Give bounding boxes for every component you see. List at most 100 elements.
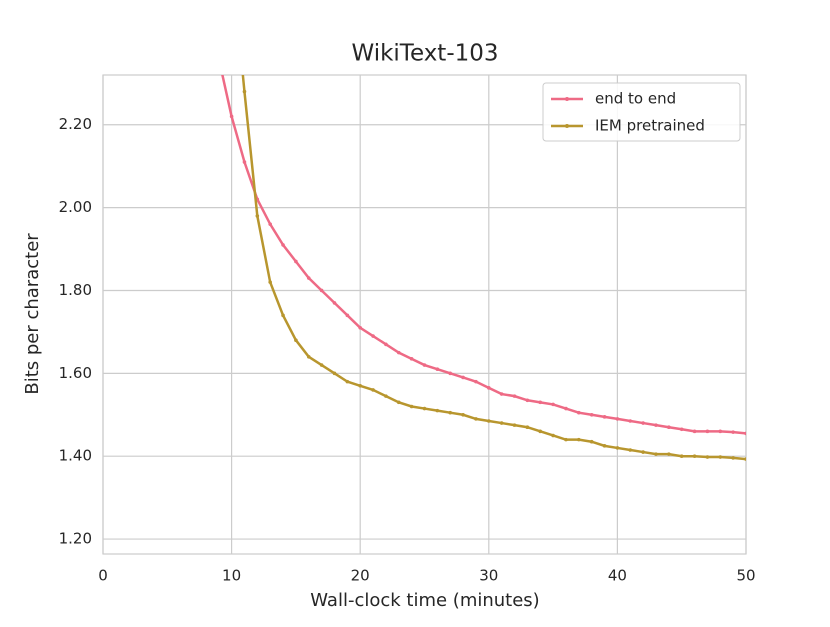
y-tick-label: 1.80 <box>59 281 92 299</box>
legend-label: end to end <box>595 90 676 108</box>
point <box>731 456 735 460</box>
point <box>628 419 633 423</box>
point <box>679 454 684 459</box>
point <box>422 406 427 411</box>
chart-title: WikiText-103 <box>351 41 498 67</box>
point <box>268 222 272 226</box>
point <box>384 394 388 398</box>
point <box>705 455 710 459</box>
point <box>396 350 401 355</box>
point <box>474 379 478 384</box>
point <box>525 398 530 403</box>
point <box>474 417 478 421</box>
point <box>294 259 298 264</box>
point <box>538 429 543 434</box>
point <box>551 402 555 407</box>
point <box>409 357 414 361</box>
point <box>345 379 350 384</box>
point <box>332 371 337 376</box>
line <box>221 75 746 435</box>
point <box>692 454 697 459</box>
legend-label: IEM pretrained <box>595 117 705 135</box>
point <box>396 400 401 405</box>
point <box>487 419 491 423</box>
plot-frame <box>102 74 747 555</box>
point <box>448 410 453 415</box>
point <box>602 415 607 419</box>
point <box>461 375 465 380</box>
point <box>512 423 517 427</box>
y-tick-label: 1.20 <box>59 530 92 548</box>
point <box>577 410 581 415</box>
legend: end to end IEM pretrained <box>542 82 741 142</box>
x-tick-label: 50 <box>736 567 755 585</box>
point <box>615 417 620 421</box>
point <box>461 412 465 417</box>
point <box>319 288 324 293</box>
plot-area <box>217 57 746 461</box>
point <box>499 421 504 425</box>
x-tick-label: 0 <box>98 567 108 585</box>
point <box>641 421 645 425</box>
point <box>358 325 363 330</box>
point <box>718 429 723 434</box>
point <box>744 457 746 461</box>
point <box>744 431 746 436</box>
point <box>667 425 671 430</box>
x-tick-label: 40 <box>608 567 627 585</box>
x-axis-label: Wall-clock time (minutes) <box>310 590 539 611</box>
point <box>667 452 671 456</box>
point <box>641 450 645 454</box>
x-tick-label: 20 <box>351 567 370 585</box>
point <box>371 334 375 338</box>
y-tick-label: 2.20 <box>59 115 92 133</box>
legend-marker <box>565 97 569 101</box>
point <box>229 114 234 119</box>
point <box>602 444 607 448</box>
point <box>654 452 658 456</box>
point <box>564 406 568 411</box>
point <box>332 301 337 305</box>
point <box>487 386 491 390</box>
point <box>281 243 285 247</box>
point <box>268 280 272 284</box>
point <box>705 429 710 434</box>
point <box>435 408 440 413</box>
point <box>512 394 517 398</box>
point <box>384 342 388 347</box>
point <box>242 160 247 164</box>
point <box>448 371 453 376</box>
point <box>217 57 221 61</box>
legend-frame <box>542 82 741 142</box>
point <box>589 412 594 417</box>
point <box>422 363 427 367</box>
point <box>242 89 247 94</box>
point <box>306 354 311 359</box>
point <box>409 404 414 409</box>
legend-marker <box>565 124 569 128</box>
point <box>306 276 311 280</box>
x-tick-label: 30 <box>479 567 498 585</box>
point <box>499 392 504 396</box>
y-tick-label: 1.40 <box>59 447 92 465</box>
point <box>538 400 543 405</box>
point <box>281 313 285 318</box>
point <box>371 388 375 392</box>
point <box>731 430 735 434</box>
y-axis-label: Bits per character <box>22 233 43 395</box>
x-tick-label: 10 <box>222 567 241 585</box>
point <box>255 214 260 218</box>
point <box>654 423 658 427</box>
point <box>564 437 568 442</box>
point <box>615 446 620 450</box>
y-tick-label: 2.00 <box>59 198 92 216</box>
point <box>692 429 697 434</box>
point <box>525 425 530 430</box>
point <box>679 427 684 432</box>
point <box>718 455 723 459</box>
point <box>319 363 324 367</box>
point <box>628 448 633 452</box>
point <box>551 433 555 438</box>
point <box>577 437 581 442</box>
